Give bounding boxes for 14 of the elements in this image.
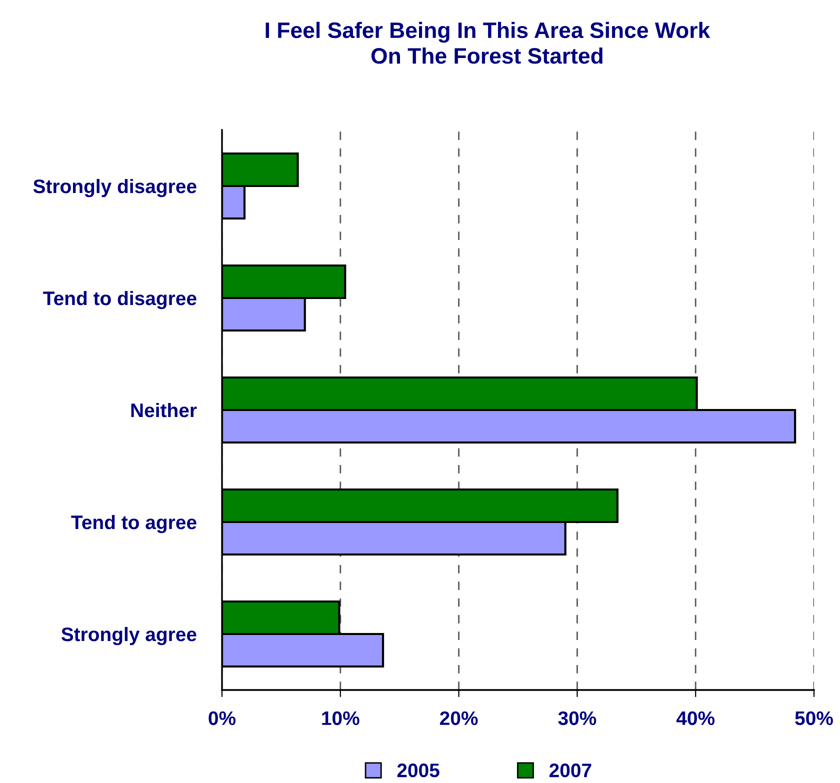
y-tick-label: Tend to disagree bbox=[43, 290, 196, 310]
y-tick-label: Tend to agree bbox=[71, 514, 196, 534]
x-tick-label: 0% bbox=[208, 711, 236, 726]
y-tick-label: Strongly agree bbox=[61, 626, 196, 646]
chart-title: I Feel Safer Being In This Area Since Work On The Forest Started bbox=[266, 22, 710, 64]
y-tick-label: Neither bbox=[131, 402, 197, 418]
x-tick-label: 50% bbox=[795, 711, 833, 726]
x-tick-label: 40% bbox=[676, 711, 715, 726]
legend-label: 2007 bbox=[549, 764, 592, 778]
y-tick-label: Strongly disagree bbox=[33, 178, 196, 198]
x-tick-label: 10% bbox=[322, 711, 360, 726]
x-tick-label: 20% bbox=[440, 711, 478, 726]
legend-label: 2005 bbox=[397, 764, 440, 778]
x-tick-label: 30% bbox=[558, 711, 596, 726]
